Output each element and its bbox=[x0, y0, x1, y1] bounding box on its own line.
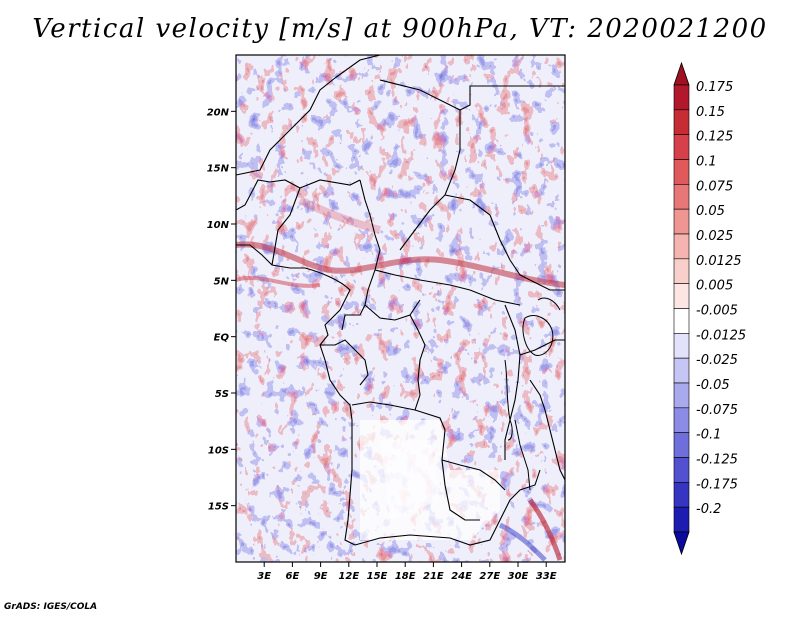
longitude-axis: 3E 6E 9E 12E 15E 18E 21E 24E 27E 30E 33E bbox=[257, 562, 557, 582]
colorbar-swatch bbox=[673, 333, 690, 359]
lon-tick-label: 24E bbox=[451, 571, 472, 582]
colorbar-swatch bbox=[673, 308, 690, 334]
colorbar-label: -0.05 bbox=[696, 378, 730, 393]
colorbar-label: 0.1 bbox=[696, 155, 717, 170]
latitude-axis: 20N 15N 10N 5N EQ 5S 10S 15S bbox=[207, 107, 236, 513]
colorbar-swatch bbox=[673, 283, 690, 309]
colorbar-swatch bbox=[673, 208, 690, 235]
lat-tick-label: EQ bbox=[214, 333, 230, 344]
lat-tick-label: 5N bbox=[214, 276, 230, 287]
lon-tick-label: 3E bbox=[257, 571, 271, 582]
lon-tick-label: 12E bbox=[338, 571, 359, 582]
velocity-field bbox=[236, 55, 565, 562]
colorbar-swatch bbox=[673, 407, 690, 433]
lon-tick-label: 27E bbox=[479, 571, 500, 582]
country-borders bbox=[236, 55, 565, 546]
colorbar-label: 0.05 bbox=[696, 204, 725, 219]
colorbar-label: -0.175 bbox=[696, 477, 738, 492]
lat-tick-label: 10N bbox=[207, 220, 230, 231]
colorbar-over-triangle bbox=[673, 61, 690, 86]
colorbar-swatch bbox=[673, 357, 690, 384]
lon-tick-label: 9E bbox=[314, 571, 328, 582]
colorbar-label: -0.2 bbox=[696, 502, 721, 517]
lat-tick-label: 10S bbox=[208, 445, 229, 456]
colorbar-swatch bbox=[673, 184, 690, 210]
colorbar-label: -0.005 bbox=[696, 304, 738, 319]
map-plot-area bbox=[235, 54, 566, 563]
colorbar-swatch bbox=[673, 506, 690, 533]
colorbar-label: 0.175 bbox=[696, 80, 733, 95]
colorbar-label: -0.075 bbox=[696, 403, 738, 418]
colorbar-swatch bbox=[673, 109, 690, 135]
colorbar: 0.175 0.15 0.125 0.1 0.075 0.05 0.025 0.0125 0.0… bbox=[673, 61, 746, 556]
colorbar-label: 0.125 bbox=[696, 130, 733, 145]
colorbar-label: -0.025 bbox=[696, 353, 738, 368]
colorbar-label: 0.075 bbox=[696, 179, 733, 194]
map-title: Vertical velocity [m/s] at 900hPa, VT: 2… bbox=[32, 14, 768, 44]
colorbar-label: 0.0125 bbox=[696, 254, 742, 269]
lon-tick-label: 15E bbox=[367, 571, 388, 582]
colorbar-swatch bbox=[673, 457, 690, 483]
lat-tick-label: 20N bbox=[207, 107, 230, 118]
lon-tick-label: 18E bbox=[395, 571, 416, 582]
lat-tick-label: 15N bbox=[207, 164, 230, 175]
colorbar-swatch bbox=[673, 432, 690, 458]
lat-tick-label: 5S bbox=[215, 389, 229, 400]
colorbar-label: 0.15 bbox=[696, 105, 725, 120]
lon-tick-label: 21E bbox=[423, 571, 444, 582]
colorbar-label: 0.025 bbox=[696, 229, 733, 244]
colorbar-swatch bbox=[673, 159, 690, 185]
lon-tick-label: 33E bbox=[536, 571, 557, 582]
lat-tick-label: 15S bbox=[208, 502, 229, 513]
colorbar-swatch bbox=[673, 258, 690, 284]
colorbar-label: -0.0125 bbox=[696, 328, 746, 343]
colorbar-under-triangle bbox=[673, 531, 690, 556]
colorbar-label: 0.005 bbox=[696, 279, 733, 294]
map-frame bbox=[235, 54, 566, 563]
colorbar-swatch bbox=[673, 134, 690, 160]
colorbar-label: -0.125 bbox=[696, 453, 738, 468]
colorbar-swatch bbox=[673, 84, 690, 111]
lon-tick-label: 30E bbox=[508, 571, 529, 582]
colorbar-label: -0.1 bbox=[696, 428, 721, 443]
lon-tick-label: 6E bbox=[286, 571, 300, 582]
colorbar-swatch bbox=[673, 482, 690, 508]
grads-credit: GrADS: IGES/COLA bbox=[4, 602, 98, 612]
colorbar-swatch bbox=[673, 382, 690, 409]
lakes bbox=[504, 297, 561, 491]
colorbar-swatch bbox=[673, 233, 690, 260]
